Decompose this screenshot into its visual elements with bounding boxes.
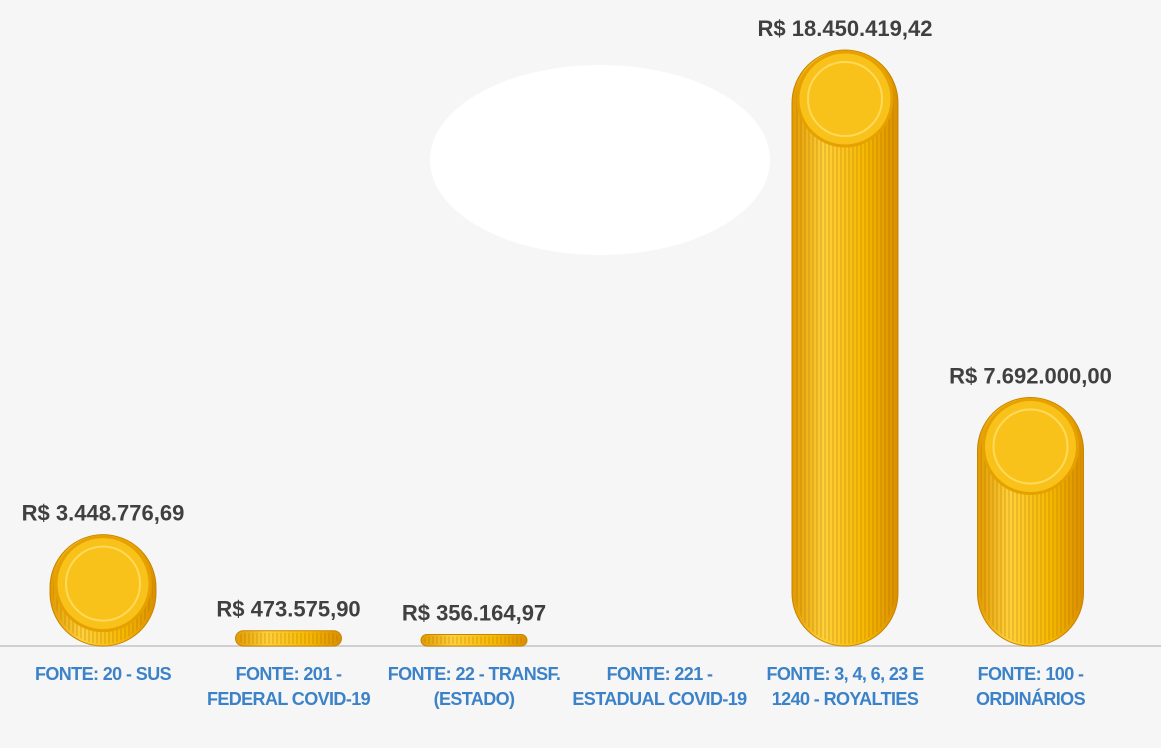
coin-inner <box>807 61 883 137</box>
category-label: FONTE: 201 - FEDERAL COVID-19 <box>206 664 371 709</box>
coin-ridges <box>795 52 895 644</box>
coin-inner <box>65 545 141 622</box>
coin-face <box>982 398 1079 496</box>
category-label: FONTE: 221 - ESTADUAL COVID-19 <box>572 664 747 709</box>
coin-ridges <box>238 632 339 644</box>
value-label: R$ 3.448.776,69 <box>22 501 185 526</box>
category-label: FONTE: 3, 4, 6, 23 E 1240 - ROYALTIES <box>766 664 924 709</box>
coin-ridges <box>424 636 524 644</box>
value-label: R$ 7.692.000,00 <box>949 364 1112 389</box>
coin-face <box>796 50 894 148</box>
coin-inner <box>992 408 1069 485</box>
coin-face <box>54 535 152 633</box>
category-label: FONTE: 22 - TRANSF. (ESTADO) <box>387 664 561 709</box>
value-label: R$ 18.450.419,42 <box>758 16 933 41</box>
category-label: FONTE: 20 - SUS <box>34 664 172 684</box>
background-blob <box>430 65 770 255</box>
value-label: R$ 356.164,97 <box>402 600 546 625</box>
category-label: FONTE: 100 - ORDINÁRIOS <box>975 664 1086 709</box>
value-label: R$ 473.575,90 <box>216 597 360 622</box>
